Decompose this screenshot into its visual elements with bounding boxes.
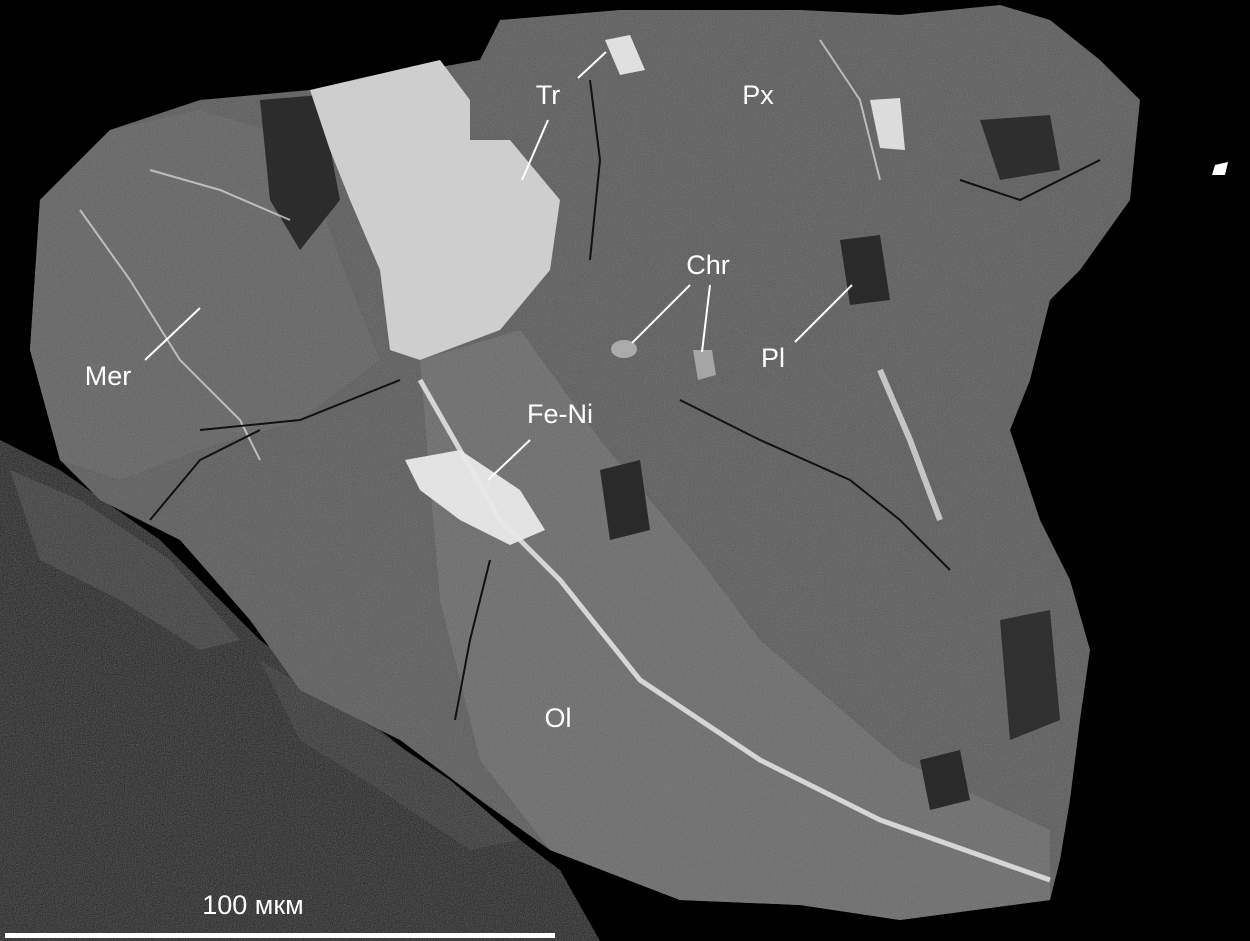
mineral-label: Chr xyxy=(686,250,730,280)
scale-bar-label: 100 мкм xyxy=(202,890,304,920)
sem-image: Tr Px Chr Pl Mer Fe-Ni Ol 100 мкм xyxy=(0,0,1250,941)
mineral-label: Mer xyxy=(85,361,132,391)
mineral-label: Pl xyxy=(761,343,785,373)
scale-bar xyxy=(5,933,555,938)
mineral-label: Ol xyxy=(545,703,572,733)
mineral-label: Fe-Ni xyxy=(527,399,593,429)
mineral-label: Px xyxy=(742,80,774,110)
page: SEM image html, body { margin: 0; paddin… xyxy=(0,0,1250,941)
mineral-label: Tr xyxy=(536,80,560,110)
body: {"labels": [ {"text": "Tr"}, {"text": "P… xyxy=(0,0,1250,941)
dark-patch xyxy=(1000,610,1060,740)
